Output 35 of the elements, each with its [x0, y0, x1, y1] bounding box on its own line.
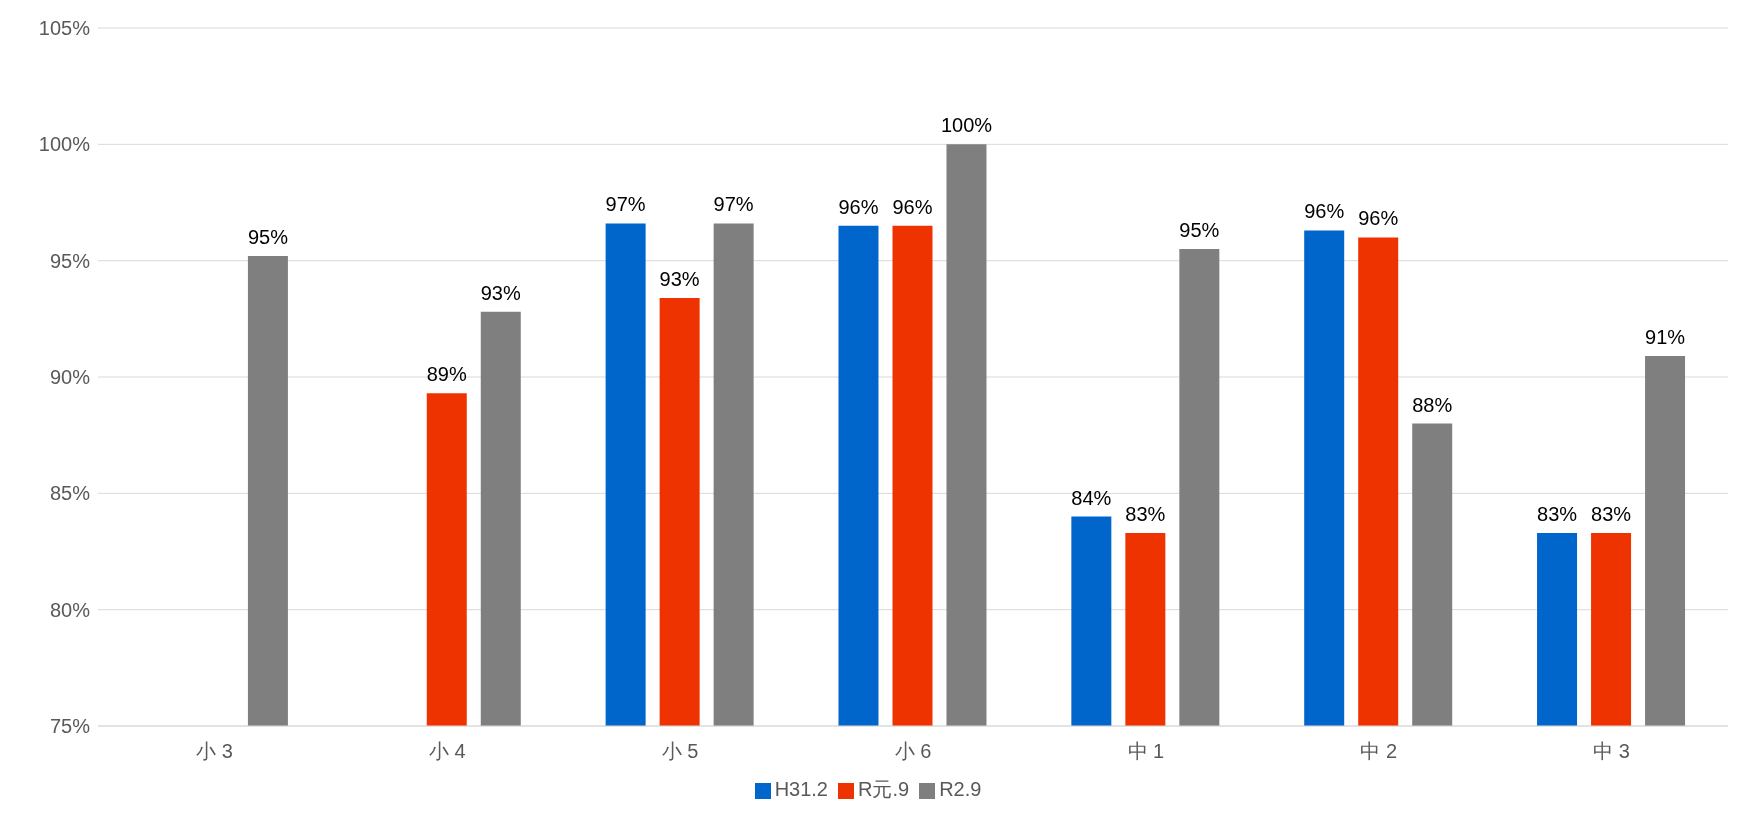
- data-label: 95%: [1179, 219, 1220, 242]
- legend-label: H31.2: [774, 778, 828, 800]
- y-tick-label: 75%: [49, 715, 91, 738]
- data-label: 88%: [1412, 393, 1453, 416]
- y-tick-label: 105%: [38, 17, 91, 40]
- data-label: 95%: [247, 226, 289, 249]
- data-label: 83%: [1125, 502, 1166, 525]
- data-label: 96%: [1358, 207, 1399, 230]
- data-label: 89%: [426, 363, 467, 386]
- y-tick-label: 95%: [49, 249, 91, 272]
- y-tick-label: 100%: [38, 133, 91, 156]
- y-tick-label: 90%: [49, 366, 91, 389]
- x-tick-label: 小 3: [196, 740, 233, 763]
- legend-label: R2.9: [939, 778, 982, 800]
- data-label: 84%: [1071, 486, 1112, 509]
- data-label: 96%: [838, 195, 879, 218]
- x-tick-label: 中 3: [1593, 740, 1630, 763]
- data-label: 83%: [1591, 502, 1632, 525]
- x-tick-label: 小 5: [661, 740, 699, 763]
- y-tick-label: 80%: [49, 598, 91, 621]
- data-label: 97%: [605, 193, 646, 216]
- legend-label: R元.9: [858, 778, 910, 800]
- data-label: 97%: [713, 193, 754, 216]
- data-label: 93%: [659, 267, 700, 290]
- data-label: 83%: [1537, 502, 1578, 525]
- data-label: 96%: [1304, 200, 1345, 223]
- x-tick-label: 中 1: [1127, 740, 1165, 763]
- y-tick-label: 85%: [49, 482, 91, 505]
- x-tick-label: 小 4: [428, 740, 466, 763]
- data-label: 93%: [480, 281, 521, 304]
- data-label: 100%: [940, 114, 993, 137]
- data-label: 91%: [1645, 326, 1686, 349]
- x-tick-label: 小 6: [894, 740, 932, 763]
- data-label: 96%: [892, 195, 933, 218]
- x-tick-label: 中 2: [1360, 740, 1398, 763]
